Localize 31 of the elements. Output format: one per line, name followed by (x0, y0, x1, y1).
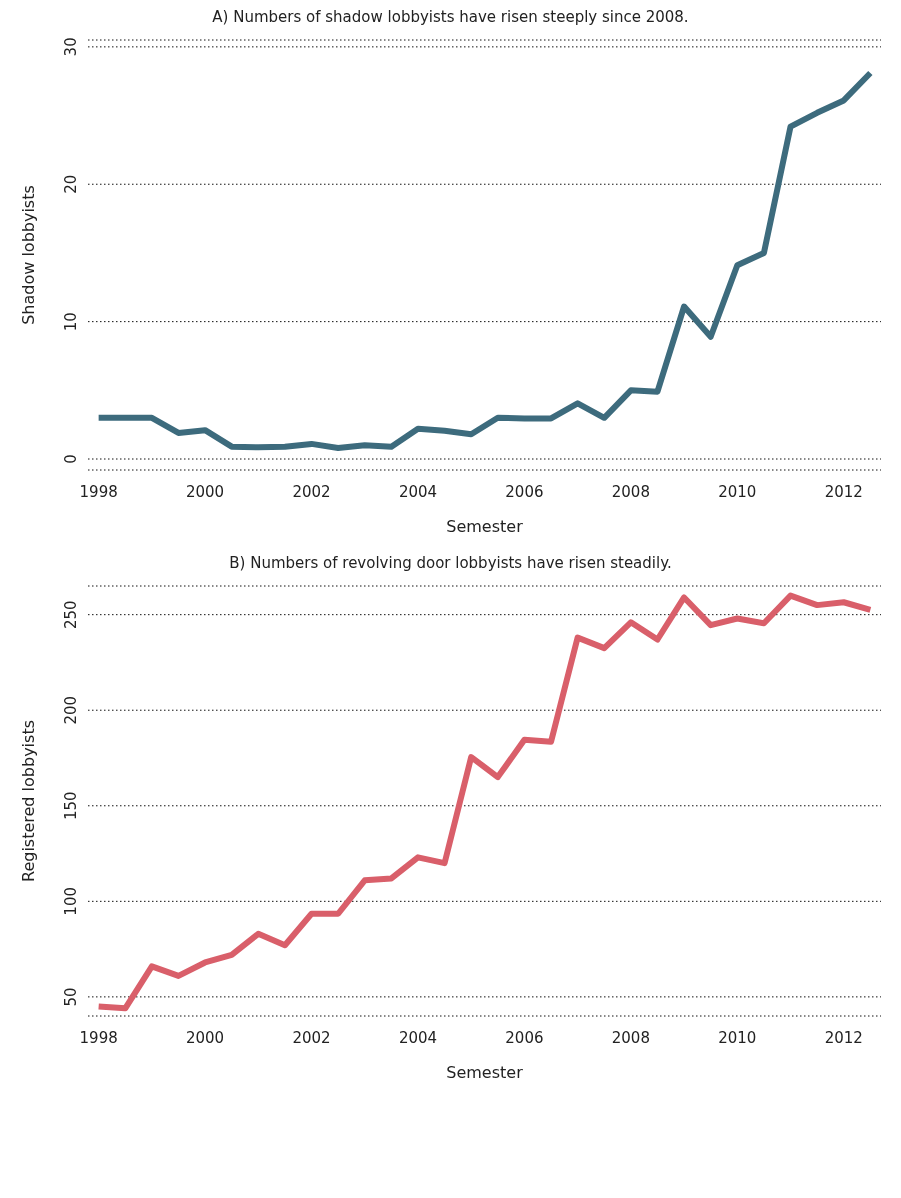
x-tick-label: 1998 (79, 1028, 118, 1047)
y-axis-title: Registered lobbyists (18, 719, 38, 883)
x-tick-label: 1998 (79, 482, 118, 501)
y-tick-label: 0 (62, 454, 80, 464)
x-tick-label: 2010 (718, 1028, 757, 1047)
y-tick-label: 10 (62, 312, 80, 332)
y-tick-label: 250 (62, 600, 80, 629)
y-tick-label: 150 (62, 791, 80, 821)
x-tick-label: 2012 (824, 482, 863, 501)
chart-title: A) Numbers of shadow lobbyists have risen steeply since 2008. (211, 8, 690, 28)
y-tick-label: 30 (62, 37, 80, 57)
x-axis-title: Semester (446, 1063, 524, 1082)
x-tick-label: 2006 (505, 1028, 544, 1047)
x-tick-label: 2008 (611, 1028, 650, 1047)
x-tick-label: 2010 (718, 482, 757, 501)
x-tick-label: 2002 (292, 1028, 331, 1047)
y-tick-label: 200 (62, 695, 80, 725)
y-axis-title: Shadow lobbyists (18, 185, 38, 325)
x-tick-label: 2000 (185, 1028, 225, 1047)
chart-title: B) Numbers of revolving door lobbyists have risen steadily. (228, 554, 673, 574)
y-tick-label: 100 (62, 887, 80, 916)
y-tick-label: 50 (62, 987, 80, 1007)
x-tick-label: 2006 (505, 482, 544, 501)
x-axis-title: Semester (446, 517, 524, 536)
x-tick-label: 2012 (824, 1028, 863, 1047)
x-tick-label: 2008 (611, 482, 650, 501)
x-tick-label: 2004 (398, 482, 438, 501)
x-tick-label: 2002 (292, 482, 331, 501)
x-tick-label: 2000 (185, 482, 225, 501)
x-tick-label: 2004 (398, 1028, 438, 1047)
y-tick-label: 20 (62, 174, 80, 194)
